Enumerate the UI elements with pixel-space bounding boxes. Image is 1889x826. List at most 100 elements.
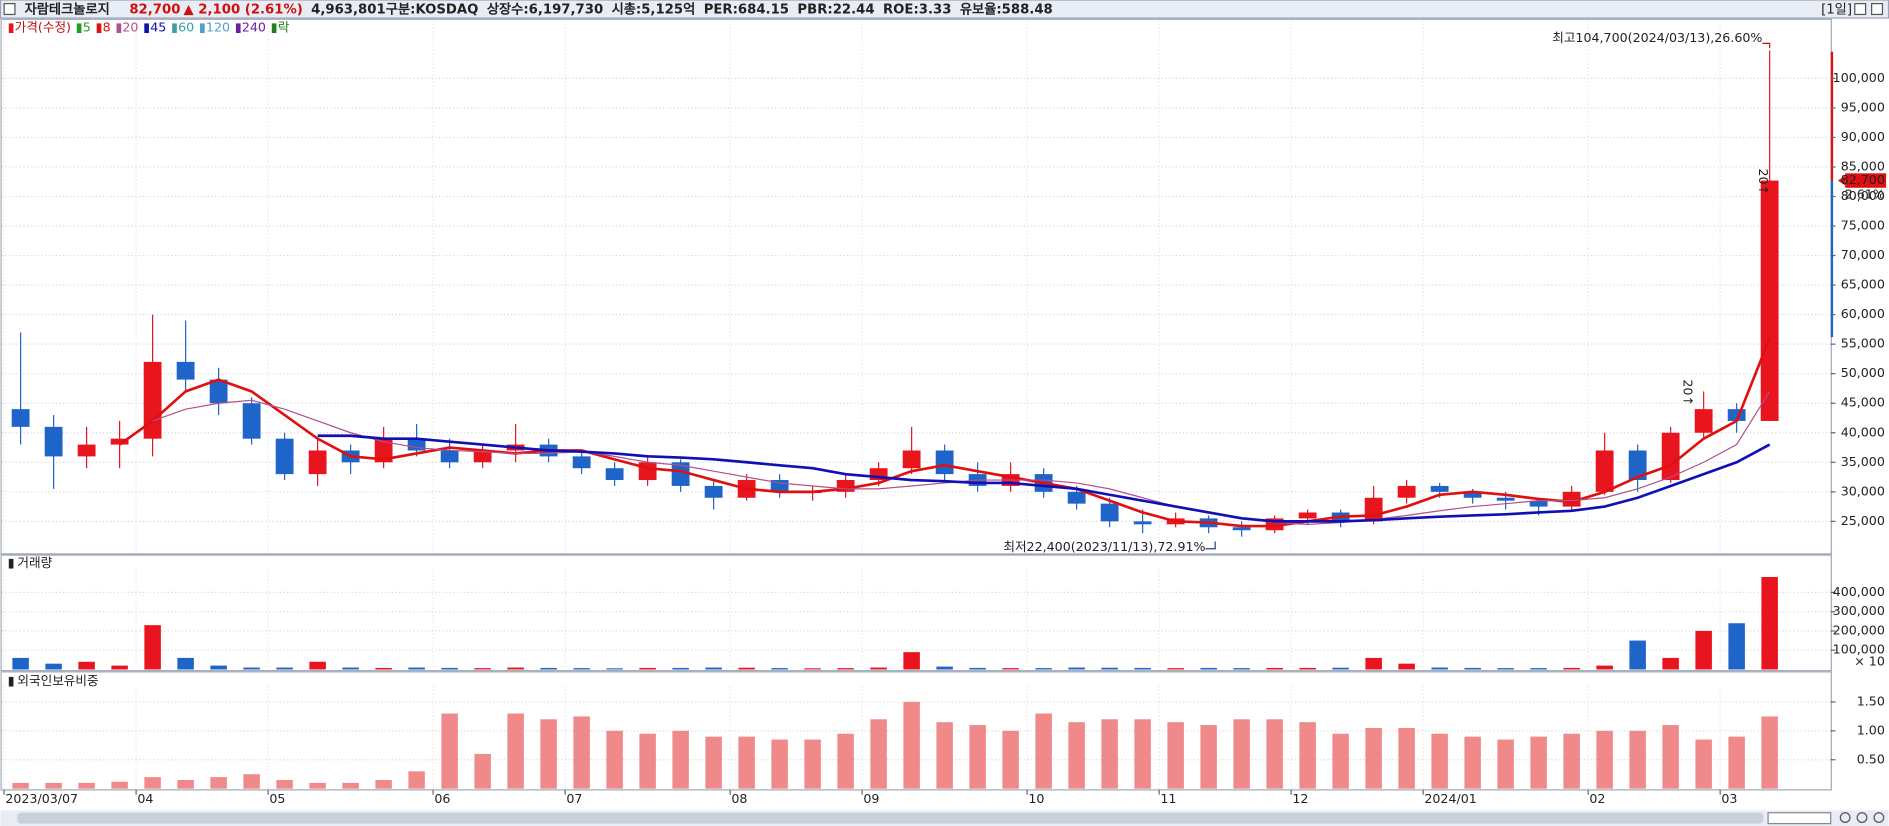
bar <box>309 661 326 670</box>
bar <box>1332 667 1349 670</box>
candle-body <box>176 361 195 380</box>
candle-body <box>902 450 921 469</box>
candle-body <box>308 450 327 475</box>
bar <box>441 713 458 789</box>
ma-line <box>317 434 1771 523</box>
bar <box>507 667 524 670</box>
bar <box>1728 736 1745 789</box>
ma-line <box>118 337 1771 528</box>
bar <box>177 780 194 789</box>
header-item: PER:684.15 <box>704 3 789 18</box>
bar <box>474 668 491 670</box>
bar <box>1035 668 1052 670</box>
low-annotation: 최저22,400(2023/11/13),72.91% <box>1003 539 1205 554</box>
zoom-fit[interactable] <box>1873 812 1885 823</box>
bar <box>441 667 458 670</box>
close-button[interactable] <box>1871 3 1884 16</box>
high-arrow <box>1762 42 1771 49</box>
signal-marker: 20↑ <box>1756 169 1771 196</box>
bar <box>1662 725 1679 789</box>
candle-body <box>440 450 459 463</box>
bar <box>1497 668 1514 670</box>
bar <box>639 667 656 670</box>
bar <box>870 667 887 670</box>
bar <box>45 663 62 670</box>
window-button[interactable] <box>1854 3 1867 16</box>
bar <box>1629 730 1646 789</box>
zoom-in[interactable] <box>1856 812 1868 823</box>
candle-body <box>44 426 63 457</box>
bar <box>1695 739 1712 789</box>
candle-body <box>1529 500 1548 507</box>
candle-body <box>1496 497 1515 501</box>
y-tick-label: 35,000 <box>1841 454 1885 469</box>
bar <box>606 668 623 670</box>
bar <box>903 701 920 789</box>
bar <box>1200 667 1217 670</box>
candle-body <box>1100 503 1119 522</box>
x-tick-label: 2024/01 <box>1424 791 1476 806</box>
y-tick-label: 40,000 <box>1841 424 1885 439</box>
bar <box>837 733 854 789</box>
bar <box>12 782 29 789</box>
bar <box>837 668 854 670</box>
bar <box>804 668 821 670</box>
header-item: 상장수:6,197,730 <box>487 1 603 18</box>
candle-body <box>869 468 888 481</box>
legend-entry: 120 <box>206 19 230 34</box>
candle-body <box>1232 527 1251 531</box>
bar <box>1299 667 1316 670</box>
x-tick-label: 04 <box>137 791 153 806</box>
bar <box>144 777 161 789</box>
bar <box>1563 667 1580 670</box>
bar <box>507 713 524 789</box>
bar <box>1695 630 1712 670</box>
bar <box>1761 716 1778 789</box>
legend-entry: 60 <box>178 19 194 34</box>
x-tick-label: 11 <box>1160 791 1176 806</box>
bar <box>1332 733 1349 789</box>
bar <box>1167 668 1184 670</box>
bar <box>1530 736 1547 789</box>
bar <box>771 668 788 670</box>
bar <box>1035 713 1052 789</box>
bar <box>1563 733 1580 789</box>
panel-title: 거래량 <box>17 555 52 570</box>
bar <box>1068 667 1085 670</box>
bar <box>738 736 755 789</box>
period[interactable]: [1일] <box>1821 2 1852 18</box>
header-item: 시총:5,125억 <box>612 2 696 18</box>
header-item: ROE:3.33 <box>883 3 951 18</box>
bar <box>540 667 557 670</box>
bar <box>1596 730 1613 789</box>
bar <box>1728 623 1745 670</box>
y-tick-label: 80,000 <box>1841 188 1885 203</box>
low-arrow <box>1205 541 1216 550</box>
zoom-range[interactable] <box>1767 812 1832 825</box>
bar <box>1365 657 1382 670</box>
bar <box>771 739 788 789</box>
y-tick-label: 85,000 <box>1841 158 1885 173</box>
x-tick-label: 02 <box>1589 791 1605 806</box>
scroll-thumb[interactable] <box>17 812 1764 824</box>
bar <box>1431 733 1448 789</box>
bar <box>903 652 920 670</box>
y-tick-label: 95,000 <box>1841 99 1885 114</box>
bar <box>1266 719 1283 789</box>
bar <box>1299 722 1316 789</box>
legend-marker: ▮ <box>171 19 178 34</box>
candle-body <box>1727 409 1746 421</box>
volume-panel-frame <box>0 554 1832 672</box>
y-tick-label: 75,000 <box>1841 218 1885 233</box>
bar <box>210 665 227 670</box>
x-tick-label: 12 <box>1292 791 1308 806</box>
bar <box>177 657 194 670</box>
candle-body <box>1067 491 1086 504</box>
zoom-out[interactable] <box>1839 812 1851 823</box>
legend-marker: ▮ <box>115 19 122 34</box>
bar <box>1002 730 1019 789</box>
header-checkbox[interactable] <box>3 3 16 16</box>
bar <box>1101 667 1118 670</box>
candle-body <box>605 468 624 481</box>
candle-body <box>1133 521 1152 525</box>
